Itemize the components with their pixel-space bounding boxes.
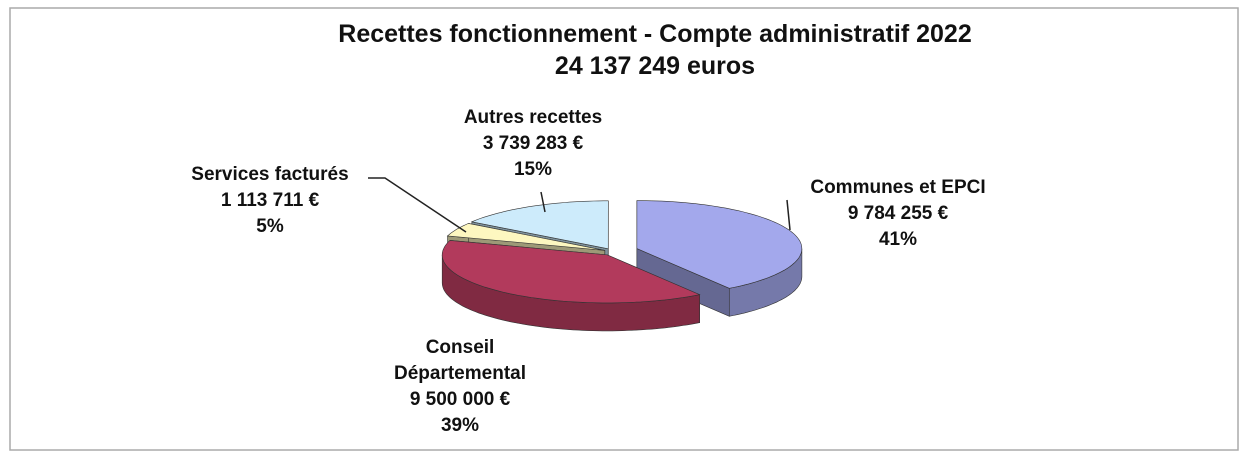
category-label: Conseil Départemental — [394, 337, 526, 384]
chart-subtitle: 24 137 249 euros — [554, 52, 756, 80]
category-label: Communes et EPCI — [810, 177, 986, 198]
slice-label: Autres recettes 3 739 283 € 15% — [383, 105, 683, 183]
leader-line — [540, 191, 546, 213]
slice — [441, 240, 701, 304]
chart-frame — [9, 7, 1239, 451]
leader-line — [786, 199, 791, 231]
percent-label: 15% — [513, 159, 553, 180]
slice-label: Communes et EPCI 9 784 255 € 41% — [748, 175, 1048, 253]
chart-title: Recettes fonctionnement - Compte adminis… — [338, 20, 972, 48]
pie — [441, 200, 803, 332]
value-label: 9 784 255 € — [847, 203, 949, 224]
slice-label: Services facturés 1 113 711 € 5% — [120, 162, 420, 240]
slice — [470, 200, 609, 250]
value-label: 1 113 711 € — [220, 190, 320, 211]
slice — [446, 223, 605, 251]
value-label: 3 739 283 € — [482, 133, 584, 154]
category-label: Services facturés — [191, 164, 349, 185]
percent-label: 39% — [440, 415, 480, 436]
category-label: Autres recettes — [463, 107, 603, 128]
percent-label: 5% — [256, 216, 284, 237]
leader-line — [368, 177, 467, 233]
slice — [636, 200, 803, 289]
slice-label: Conseil Départemental 9 500 000 € 39% — [370, 335, 550, 439]
percent-label: 41% — [878, 229, 918, 250]
value-label: 9 500 000 € — [409, 389, 511, 410]
